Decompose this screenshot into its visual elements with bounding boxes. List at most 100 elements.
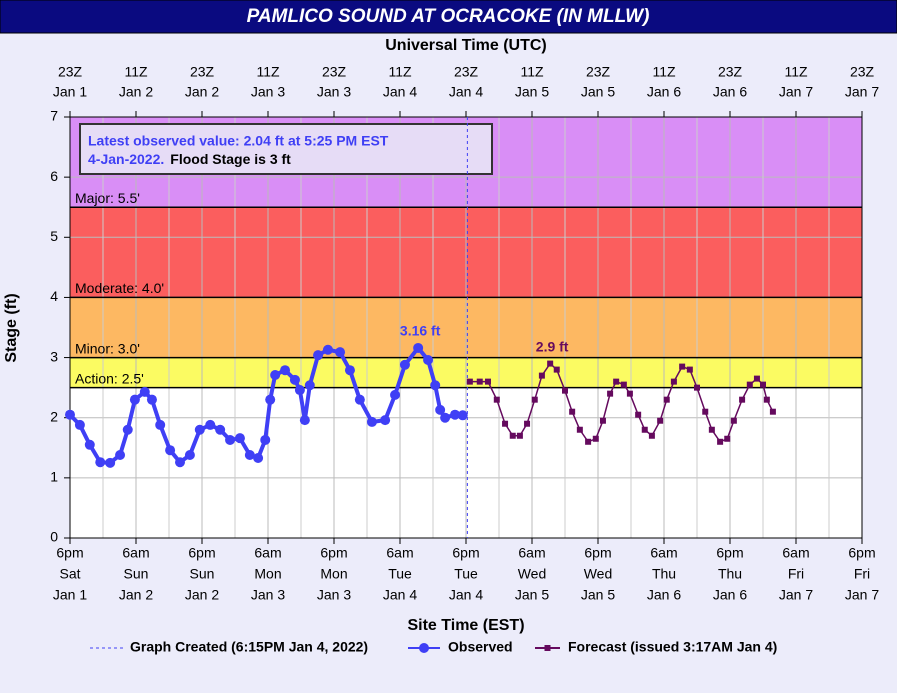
chart-title: PAMLICO SOUND AT OCRACOKE (IN MLLW): [247, 6, 650, 27]
y-tick-label: 2: [50, 408, 58, 424]
observed-point: [299, 415, 310, 426]
forecast-point: [538, 372, 545, 379]
observed-point: [146, 394, 157, 405]
forecast-point: [635, 411, 642, 418]
observed-point: [95, 457, 106, 468]
forecast-point: [626, 390, 633, 397]
forecast-point: [476, 378, 483, 385]
forecast-point: [730, 417, 737, 424]
forecast-point: [670, 378, 677, 385]
x2-tick-label: Jan 5: [515, 84, 549, 100]
x2-tick-label: Jan 1: [53, 84, 87, 100]
forecast-point: [466, 378, 473, 385]
x-tick-label: Jan 5: [581, 587, 615, 603]
forecast-point: [702, 408, 709, 415]
forecast-point: [648, 432, 655, 439]
forecast-point: [663, 396, 670, 403]
forecast-point: [576, 426, 583, 433]
x2-tick-label: 11Z: [520, 64, 544, 80]
forecast-point: [708, 426, 715, 433]
observed-point: [165, 445, 176, 456]
observed-point: [450, 409, 460, 420]
flood-label: Action: 2.5': [75, 370, 144, 386]
forecast-point: [717, 438, 724, 445]
info-date: 4-Jan-2022.: [88, 151, 164, 167]
y-tick-label: 7: [50, 108, 58, 124]
x-tick-label: Jan 6: [647, 587, 681, 603]
x-tick-label: Thu: [718, 566, 742, 582]
observed-point: [65, 409, 75, 420]
forecast-point: [686, 366, 693, 373]
x2-tick-label: 11Z: [784, 64, 808, 80]
x-tick-label: Jan 3: [317, 587, 351, 603]
x-tick-label: Tue: [388, 566, 412, 582]
x2-tick-label: 23Z: [454, 64, 479, 80]
legend-marker: [544, 645, 551, 651]
legend-marker: [419, 643, 429, 653]
observed-point: [215, 424, 226, 435]
x2-tick-label: Jan 2: [185, 84, 219, 100]
x-tick-label: Sun: [190, 566, 215, 582]
x-tick-label: 6am: [650, 545, 677, 561]
observed-point: [270, 370, 281, 381]
observed-point: [380, 415, 391, 426]
observed-point: [205, 419, 216, 430]
x-tick-label: Mon: [320, 566, 347, 582]
observed-point: [105, 457, 116, 468]
forecast-point: [585, 438, 592, 445]
forecast-point: [547, 360, 554, 367]
observed-point: [244, 450, 255, 461]
x-tick-label: 6am: [386, 545, 413, 561]
observed-point: [289, 374, 300, 385]
observed-point: [265, 394, 276, 405]
forecast-point: [679, 363, 686, 370]
flood-label: Major: 5.5': [75, 190, 140, 206]
x-tick-label: 6pm: [716, 545, 743, 561]
observed-point: [122, 424, 133, 435]
legend-label: Graph Created (6:15PM Jan 4, 2022): [130, 639, 368, 655]
title-bar: [0, 0, 897, 34]
observed-point: [129, 394, 140, 405]
x2-tick-label: Jan 4: [383, 84, 417, 100]
observed-point: [304, 380, 315, 391]
observed-point: [74, 419, 85, 430]
y-tick-label: 3: [50, 348, 58, 364]
x2-tick-label: Jan 3: [251, 84, 285, 100]
info-flood-stage: Flood Stage is 3 ft: [170, 151, 291, 167]
observed-point: [344, 365, 355, 376]
forecast-point: [516, 432, 523, 439]
y-tick-label: 6: [50, 168, 58, 184]
x-tick-label: Sun: [124, 566, 149, 582]
x-tick-label: Jan 5: [515, 587, 549, 603]
forecast-point: [769, 408, 776, 415]
forecast-point: [493, 396, 500, 403]
forecast-point: [607, 390, 614, 397]
info-text: Latest observed value: 2.04 ft at 5:25 P…: [88, 133, 389, 149]
observed-point: [423, 354, 434, 365]
observed-point: [184, 450, 195, 461]
x2-tick-label: Jan 5: [581, 84, 615, 100]
x-tick-label: 6pm: [56, 545, 83, 561]
observed-point: [115, 450, 126, 461]
forecast-point: [724, 435, 731, 442]
x-tick-label: Jan 4: [449, 587, 483, 603]
forecast-point: [592, 435, 599, 442]
x-tick-label: 6am: [254, 545, 281, 561]
forecast-point: [562, 387, 568, 394]
x-tick-label: 6am: [518, 545, 545, 561]
x-tick-label: Jan 6: [713, 587, 747, 603]
x-tick-label: Tue: [454, 566, 478, 582]
info-box: [79, 123, 493, 175]
x2-tick-label: 23Z: [850, 64, 875, 80]
x2-tick-label: Jan 3: [317, 84, 351, 100]
observed-point: [399, 359, 410, 370]
x2-tick-label: Jan 7: [845, 84, 879, 100]
forecast-point: [657, 417, 664, 424]
x2-axis-title: Universal Time (UTC): [385, 37, 547, 54]
forecast-point: [531, 396, 538, 403]
x-tick-label: Jan 4: [383, 587, 417, 603]
forecast-point: [613, 378, 620, 385]
observed-point: [234, 433, 245, 444]
x-tick-label: Jan 2: [119, 587, 153, 603]
